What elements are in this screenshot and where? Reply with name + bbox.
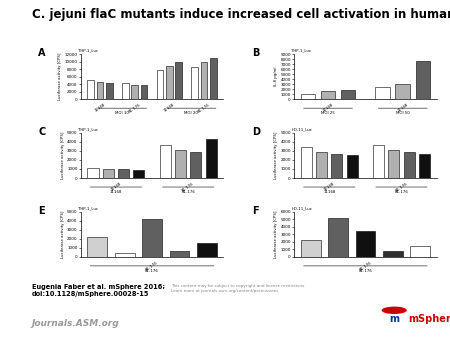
Bar	[331, 154, 342, 178]
Text: A: A	[38, 48, 46, 58]
Y-axis label: IL-8 pg/ml: IL-8 pg/ml	[274, 67, 278, 87]
Bar	[103, 169, 114, 178]
Ellipse shape	[382, 307, 407, 314]
Text: 11168: 11168	[110, 190, 122, 194]
Bar	[87, 80, 94, 99]
Text: HD-11_Luc: HD-11_Luc	[292, 207, 312, 211]
Text: C. jejuni flaC mutants induce increased cell activation in human and chicken cel: C. jejuni flaC mutants induce increased …	[32, 8, 450, 21]
Bar	[197, 243, 217, 257]
Text: 11168: 11168	[322, 103, 334, 113]
Text: Journals.ASM.org: Journals.ASM.org	[32, 319, 119, 329]
Bar	[190, 152, 202, 178]
Bar	[170, 251, 189, 257]
Text: HD-11_Luc: HD-11_Luc	[292, 127, 312, 131]
Text: Eugenia Faber et al. mSphere 2016;
doi:10.1128/mSphere.00028-15: Eugenia Faber et al. mSphere 2016; doi:1…	[32, 284, 165, 297]
Bar	[115, 253, 135, 257]
Bar	[166, 66, 173, 99]
Y-axis label: Luciferase activity [CPS]: Luciferase activity [CPS]	[274, 211, 278, 258]
Text: 11168: 11168	[396, 103, 409, 113]
Text: 81-176: 81-176	[145, 269, 159, 273]
Bar	[373, 145, 384, 178]
Text: 81-176: 81-176	[359, 269, 372, 273]
Bar	[160, 145, 171, 178]
Bar	[301, 240, 320, 257]
Bar	[301, 147, 312, 178]
Bar	[87, 237, 107, 257]
Text: THP-1_Luc: THP-1_Luc	[78, 49, 98, 53]
Text: THP-1_Luc: THP-1_Luc	[78, 207, 98, 211]
Text: E: E	[38, 206, 45, 216]
Bar	[375, 87, 390, 99]
Bar	[419, 154, 430, 178]
Bar	[316, 152, 327, 178]
Bar	[157, 70, 163, 99]
Y-axis label: Luciferase activity [CPS]: Luciferase activity [CPS]	[274, 132, 278, 179]
Y-axis label: Luciferase activity [CPS]: Luciferase activity [CPS]	[61, 211, 65, 258]
Text: 81-176: 81-176	[197, 103, 211, 114]
Y-axis label: Luciferase activity [CPS]: Luciferase activity [CPS]	[58, 53, 63, 100]
Text: 81-176: 81-176	[145, 261, 159, 272]
Text: MOI 50: MOI 50	[396, 111, 410, 115]
Text: MOI 25: MOI 25	[321, 111, 335, 115]
Text: 11168: 11168	[323, 182, 335, 192]
Text: mSphere: mSphere	[409, 314, 450, 324]
Bar	[175, 150, 186, 178]
Text: THP-1_Luc: THP-1_Luc	[78, 127, 98, 131]
Bar	[341, 90, 356, 99]
Bar	[201, 62, 207, 99]
Text: F: F	[252, 206, 258, 216]
Text: 81-176: 81-176	[395, 190, 409, 194]
Text: 81-176: 81-176	[181, 190, 195, 194]
Bar	[404, 152, 415, 178]
Text: THP-1_Luc: THP-1_Luc	[292, 49, 311, 53]
Bar	[176, 62, 182, 99]
Bar	[328, 218, 348, 257]
Bar	[122, 83, 129, 99]
Bar	[321, 91, 335, 99]
Text: 11168: 11168	[94, 103, 106, 113]
Text: 11168: 11168	[110, 182, 122, 192]
Bar	[346, 155, 358, 178]
Text: 11168: 11168	[323, 190, 335, 194]
Bar	[388, 150, 400, 178]
Text: C: C	[38, 127, 45, 137]
Text: 11168: 11168	[163, 103, 176, 113]
Bar	[301, 94, 315, 99]
Text: m: m	[389, 314, 399, 324]
Text: 81-176: 81-176	[359, 261, 372, 272]
Bar	[410, 246, 430, 257]
Bar	[356, 231, 375, 257]
Text: 81-176: 81-176	[128, 103, 142, 114]
Text: MOI 10: MOI 10	[115, 111, 129, 115]
Bar	[142, 219, 162, 257]
Text: 81-176: 81-176	[181, 182, 195, 193]
Bar	[383, 251, 403, 257]
Bar	[191, 67, 198, 99]
Bar	[106, 82, 113, 99]
Bar	[141, 85, 148, 99]
Text: 81-176: 81-176	[395, 182, 408, 193]
Y-axis label: Luciferase activity [CPS]: Luciferase activity [CPS]	[61, 132, 65, 179]
Bar	[87, 168, 99, 178]
Bar	[97, 82, 104, 99]
Text: This content may be subject to copyright and license restrictions.
Learn more at: This content may be subject to copyright…	[171, 284, 306, 292]
Bar	[206, 139, 217, 178]
Text: D: D	[252, 127, 260, 137]
Bar	[210, 58, 217, 99]
Bar	[131, 84, 138, 99]
Bar	[415, 61, 430, 99]
Text: MOI 20: MOI 20	[184, 111, 198, 115]
Bar	[133, 170, 144, 178]
Text: B: B	[252, 48, 259, 58]
Bar	[396, 83, 410, 99]
Bar	[118, 169, 129, 178]
